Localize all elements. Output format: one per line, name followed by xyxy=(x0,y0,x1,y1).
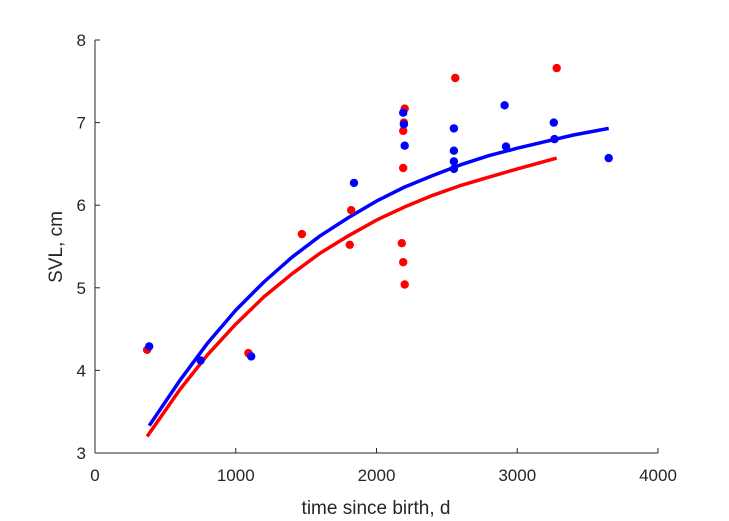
data-point xyxy=(552,63,561,73)
y-axis-label: SVL, cm xyxy=(46,211,67,283)
x-tick-label: 0 xyxy=(90,466,99,485)
fit-curve xyxy=(147,126,610,427)
data-point xyxy=(399,258,408,267)
data-point xyxy=(500,101,509,110)
y-tick-label: 8 xyxy=(77,31,86,50)
y-tick-label: 6 xyxy=(77,196,86,215)
data-point xyxy=(399,108,408,117)
x-tick-label: 2000 xyxy=(358,466,396,485)
data-point xyxy=(449,157,459,166)
data-point xyxy=(196,356,205,365)
data-point xyxy=(400,141,409,150)
x-tick-label: 1000 xyxy=(217,466,255,485)
data-point xyxy=(451,73,460,83)
y-axis-ticks: 3 4 5 6 7 8 xyxy=(77,31,100,463)
data-point xyxy=(297,229,307,239)
data-point xyxy=(399,163,408,173)
data-point xyxy=(449,146,459,155)
data-point xyxy=(550,134,559,144)
x-axis-ticks: 0 1000 2000 3000 4000 xyxy=(90,448,677,485)
data-point xyxy=(345,240,354,249)
data-point xyxy=(145,342,154,351)
data-point xyxy=(501,142,511,151)
fit-curve xyxy=(145,156,558,438)
fit-curves xyxy=(145,126,610,438)
data-point xyxy=(449,164,459,174)
x-axis-label: time since birth, d xyxy=(302,498,451,519)
y-tick-label: 5 xyxy=(77,279,86,298)
data-point xyxy=(549,118,558,127)
data-point xyxy=(400,280,409,289)
y-tick-label: 4 xyxy=(77,361,86,380)
data-points xyxy=(142,63,613,365)
y-tick-label: 3 xyxy=(77,444,86,463)
x-tick-label: 4000 xyxy=(639,466,677,485)
x-tick-label: 3000 xyxy=(498,466,536,485)
data-point xyxy=(449,124,459,133)
data-point xyxy=(604,153,613,163)
data-point xyxy=(399,120,409,129)
data-point xyxy=(397,239,406,248)
data-point xyxy=(347,206,356,215)
data-point xyxy=(349,178,359,188)
data-point xyxy=(247,352,256,361)
y-tick-label: 7 xyxy=(77,114,86,133)
data-point xyxy=(399,126,408,136)
